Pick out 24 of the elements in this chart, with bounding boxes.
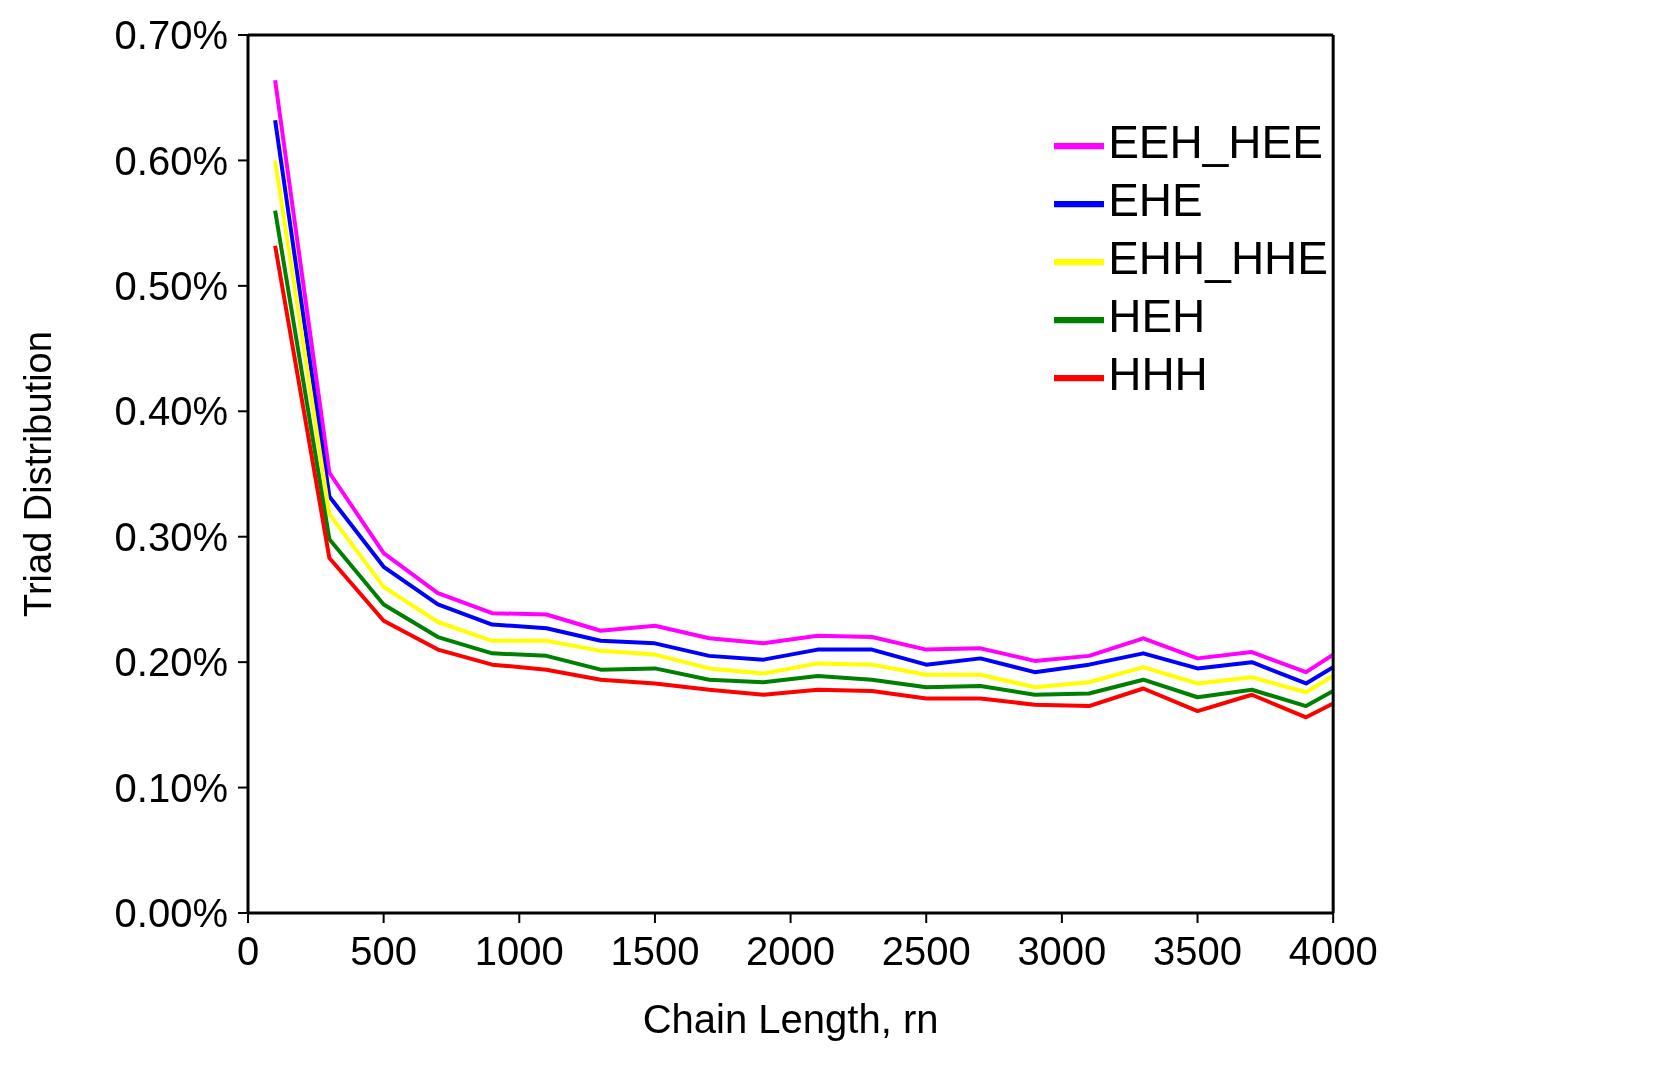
x-tick-label: 500	[350, 929, 418, 974]
x-axis-title: Chain Length, rn	[642, 997, 939, 1041]
x-tick-label: 2500	[881, 929, 971, 974]
legend-label: EHE	[1108, 174, 1203, 226]
legend-label: EHH_HHE	[1108, 232, 1328, 284]
x-tick-label: 4000	[1288, 929, 1378, 974]
y-tick-label: 0.00%	[114, 891, 228, 936]
y-tick-label: 0.40%	[114, 389, 228, 434]
legend-label: EEH_HEE	[1108, 116, 1323, 168]
x-tick-label: 3500	[1153, 929, 1243, 974]
y-tick-label: 0.30%	[114, 514, 228, 559]
legend-label: HEH	[1108, 290, 1206, 342]
y-tick-label: 0.10%	[114, 765, 228, 810]
x-tick-label: 2000	[746, 929, 836, 974]
y-tick-label: 0.50%	[114, 264, 228, 309]
x-tick-label: 1500	[610, 929, 700, 974]
legend-label: HHH	[1108, 348, 1208, 400]
y-tick-label: 0.20%	[114, 640, 228, 685]
x-tick-label: 1000	[474, 929, 564, 974]
x-tick-label: 3000	[1017, 929, 1107, 974]
y-axis-title: Triad Distribution	[17, 331, 60, 617]
x-tick-label: 0	[236, 929, 260, 974]
y-tick-label: 0.70%	[114, 13, 228, 58]
y-tick-label: 0.60%	[114, 138, 228, 183]
